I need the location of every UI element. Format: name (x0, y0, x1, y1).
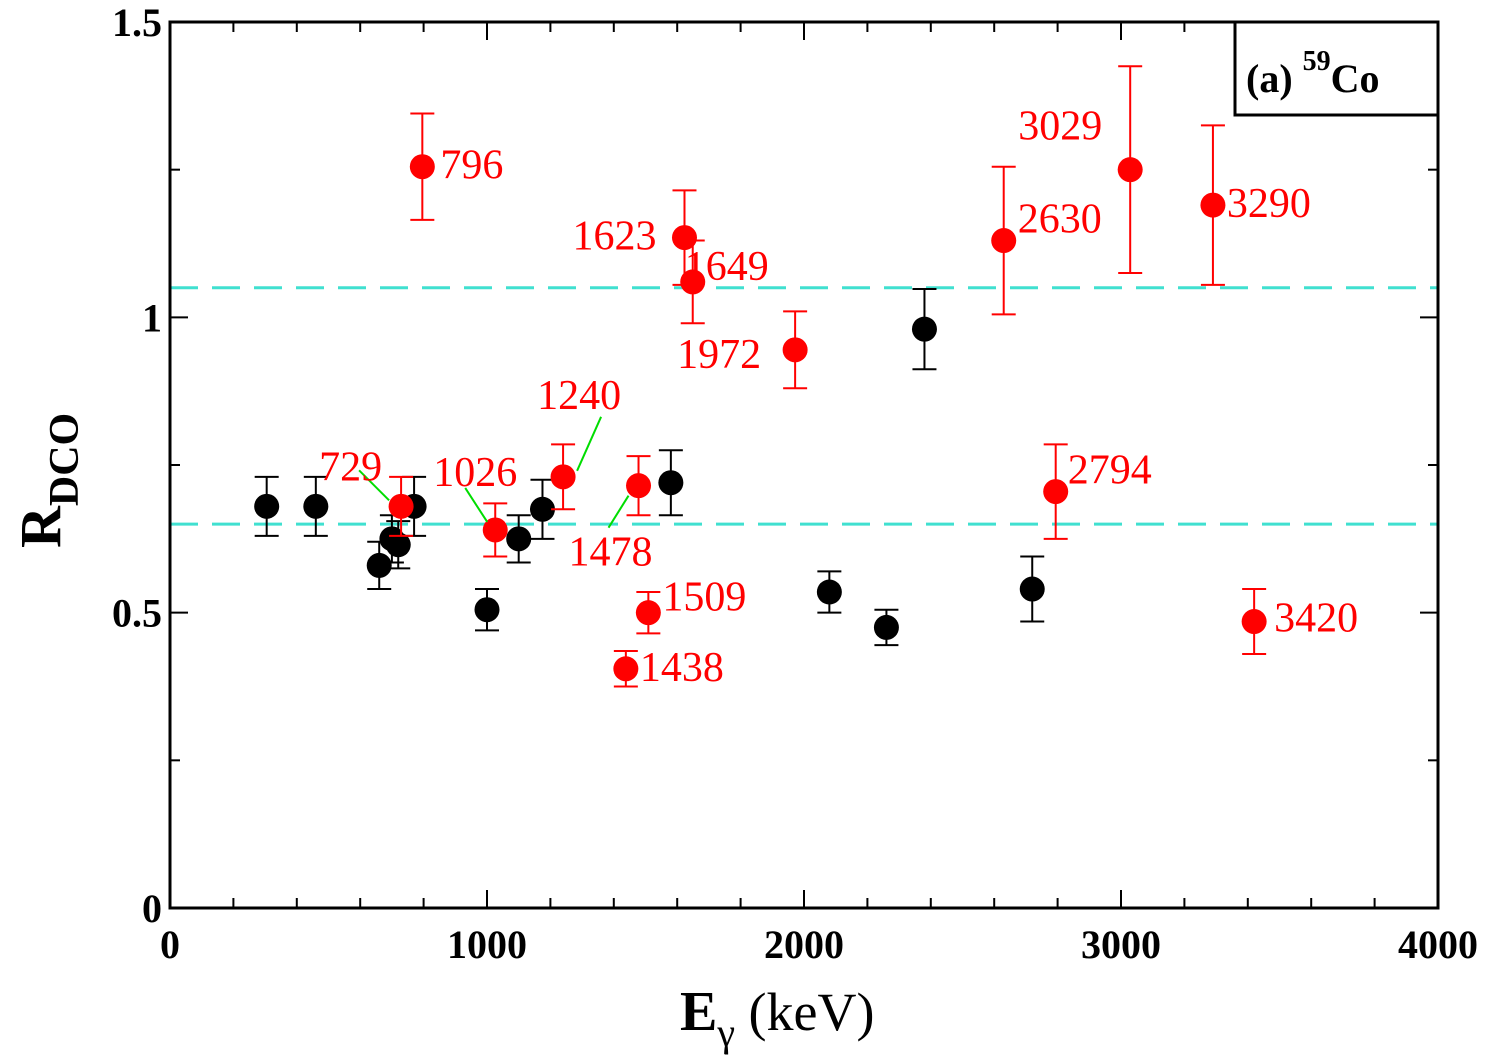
data-point (680, 269, 706, 295)
data-point (474, 597, 500, 623)
point-label: 1649 (685, 244, 769, 290)
point-label: 1026 (433, 450, 517, 496)
point-label: 1972 (677, 332, 761, 378)
data-point (671, 225, 697, 251)
data-point (613, 656, 639, 682)
data-point (1117, 157, 1143, 183)
point-label: 1509 (662, 575, 746, 621)
data-point (303, 493, 329, 519)
data-marks (254, 65, 1267, 688)
data-point (626, 473, 652, 499)
point-label: 3029 (1018, 104, 1102, 150)
data-point (254, 493, 280, 519)
reference-lines (170, 286, 1438, 526)
point-label: 1623 (572, 214, 656, 260)
point-label: 3290 (1227, 181, 1311, 227)
y-axis-title-main: R (8, 505, 73, 548)
x-tick-label: 2000 (764, 922, 844, 967)
data-point (388, 493, 414, 519)
y-tick-label: 1 (142, 295, 162, 340)
x-tick-label: 3000 (1081, 922, 1161, 967)
data-point (873, 614, 899, 640)
data-point (366, 552, 392, 578)
point-label: 1478 (569, 530, 653, 576)
data-point (550, 464, 576, 490)
point-label: 2630 (1018, 197, 1102, 243)
data-point (911, 316, 937, 342)
y-tick-label: 1.5 (112, 0, 162, 45)
data-point (409, 154, 435, 180)
x-axis-title-sub: γ (716, 1010, 735, 1055)
label-leader-line (576, 416, 602, 472)
plot-frame (168, 20, 1440, 910)
point-label: 1240 (537, 373, 621, 419)
data-point (658, 470, 684, 496)
label-leader-line (464, 487, 489, 523)
x-axis-title-unit: (keV) (735, 982, 874, 1042)
x-axis-title-main: E (680, 981, 717, 1043)
data-point (385, 532, 411, 558)
data-point (1241, 609, 1267, 635)
data-point (1200, 192, 1226, 218)
data-point (482, 517, 508, 543)
label-leader-line (607, 495, 630, 529)
y-axis-title-sub: DCO (42, 413, 88, 506)
label-leader-line (358, 469, 390, 502)
y-tick-label: 0 (142, 886, 162, 931)
data-point (816, 579, 842, 605)
point-label: 2794 (1068, 448, 1152, 494)
x-tick-label: 0 (160, 922, 180, 967)
panel-label-element: Co (1331, 56, 1380, 101)
panel-label-box (1233, 20, 1440, 117)
panel-label: (a) 59Co (1233, 20, 1440, 117)
point-label: 1438 (640, 645, 724, 691)
panel-label-text: (a) 59Co (1246, 46, 1380, 101)
point-label: 796 (440, 143, 503, 189)
point-label: 3420 (1274, 596, 1358, 642)
panel-label-prefix: (a) (1246, 56, 1303, 101)
data-point (635, 600, 661, 626)
data-point (1043, 479, 1069, 505)
panel-label-mass: 59 (1303, 46, 1331, 77)
y-axis-title: RDCO (8, 413, 88, 548)
x-axis-title: Eγ (keV) (680, 981, 874, 1055)
y-tick-label: 0.5 (112, 591, 162, 636)
x-tick-label: 4000 (1398, 922, 1478, 967)
data-point (1019, 576, 1045, 602)
data-point (529, 496, 555, 522)
point-label: 729 (319, 444, 382, 490)
data-point (506, 526, 532, 552)
axis-ticks: 0 1000 2000 3000 4000 0 0.5 1 1.5 (112, 0, 1478, 967)
x-tick-label: 1000 (447, 922, 527, 967)
data-point (991, 228, 1017, 254)
data-point (782, 337, 808, 363)
